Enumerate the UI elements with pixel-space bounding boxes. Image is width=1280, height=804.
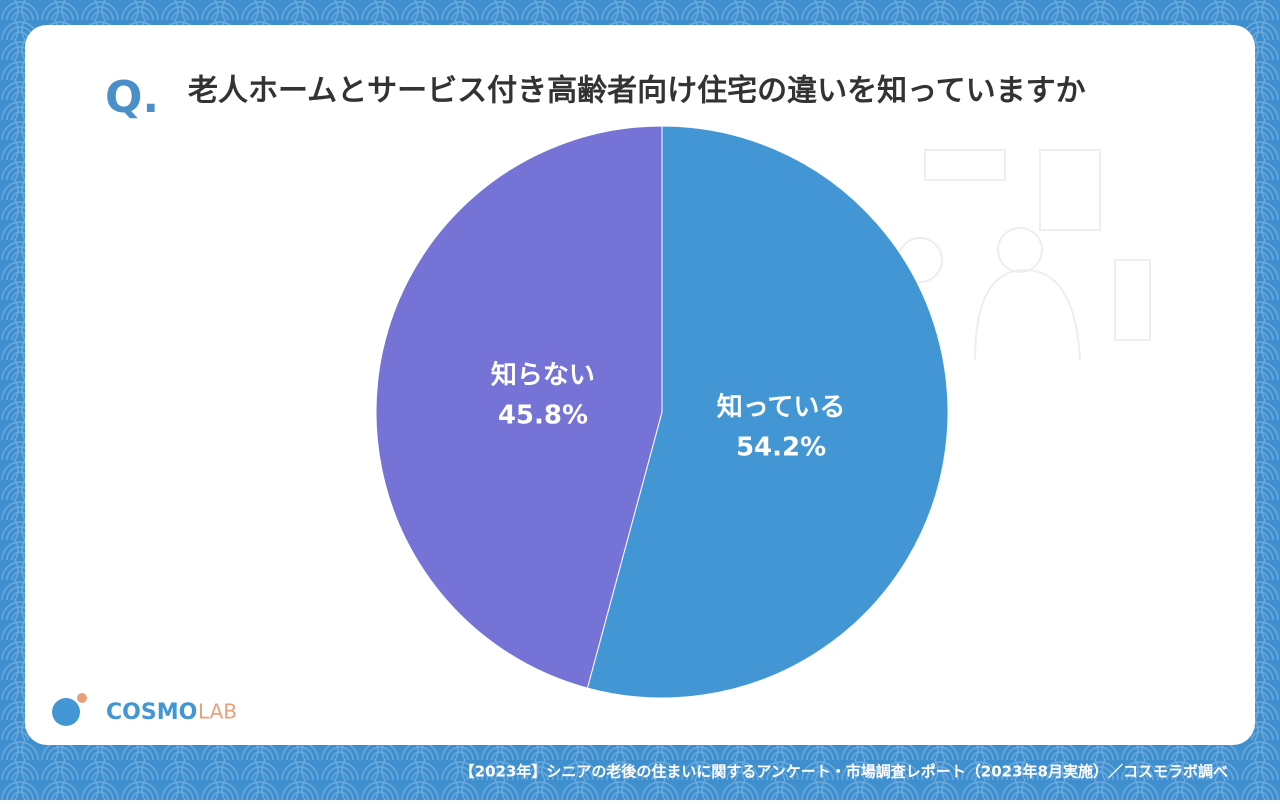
pie-slice [586, 125, 949, 699]
logo-icon [52, 698, 80, 726]
logo-text: COSMO [106, 700, 197, 725]
data-label: 45.8% [498, 401, 588, 431]
slice-label: 知っている [717, 392, 846, 422]
footer: 【2023年】シニアの老後の住まいに関するアンケート・市場調査レポート（2023… [460, 763, 1228, 781]
data-label: 54.2% [736, 432, 826, 462]
chart-title: 老人ホームとサービス付き高齢者向け住宅の違いを知っていますか [188, 74, 1086, 109]
pie-slice [375, 125, 663, 689]
slice-label: 知らない [491, 361, 595, 391]
logo-icon [77, 693, 87, 703]
logo-text: LAB [198, 700, 237, 724]
logo: COSMO LAB [52, 693, 237, 726]
question-label: Q. [105, 72, 159, 123]
